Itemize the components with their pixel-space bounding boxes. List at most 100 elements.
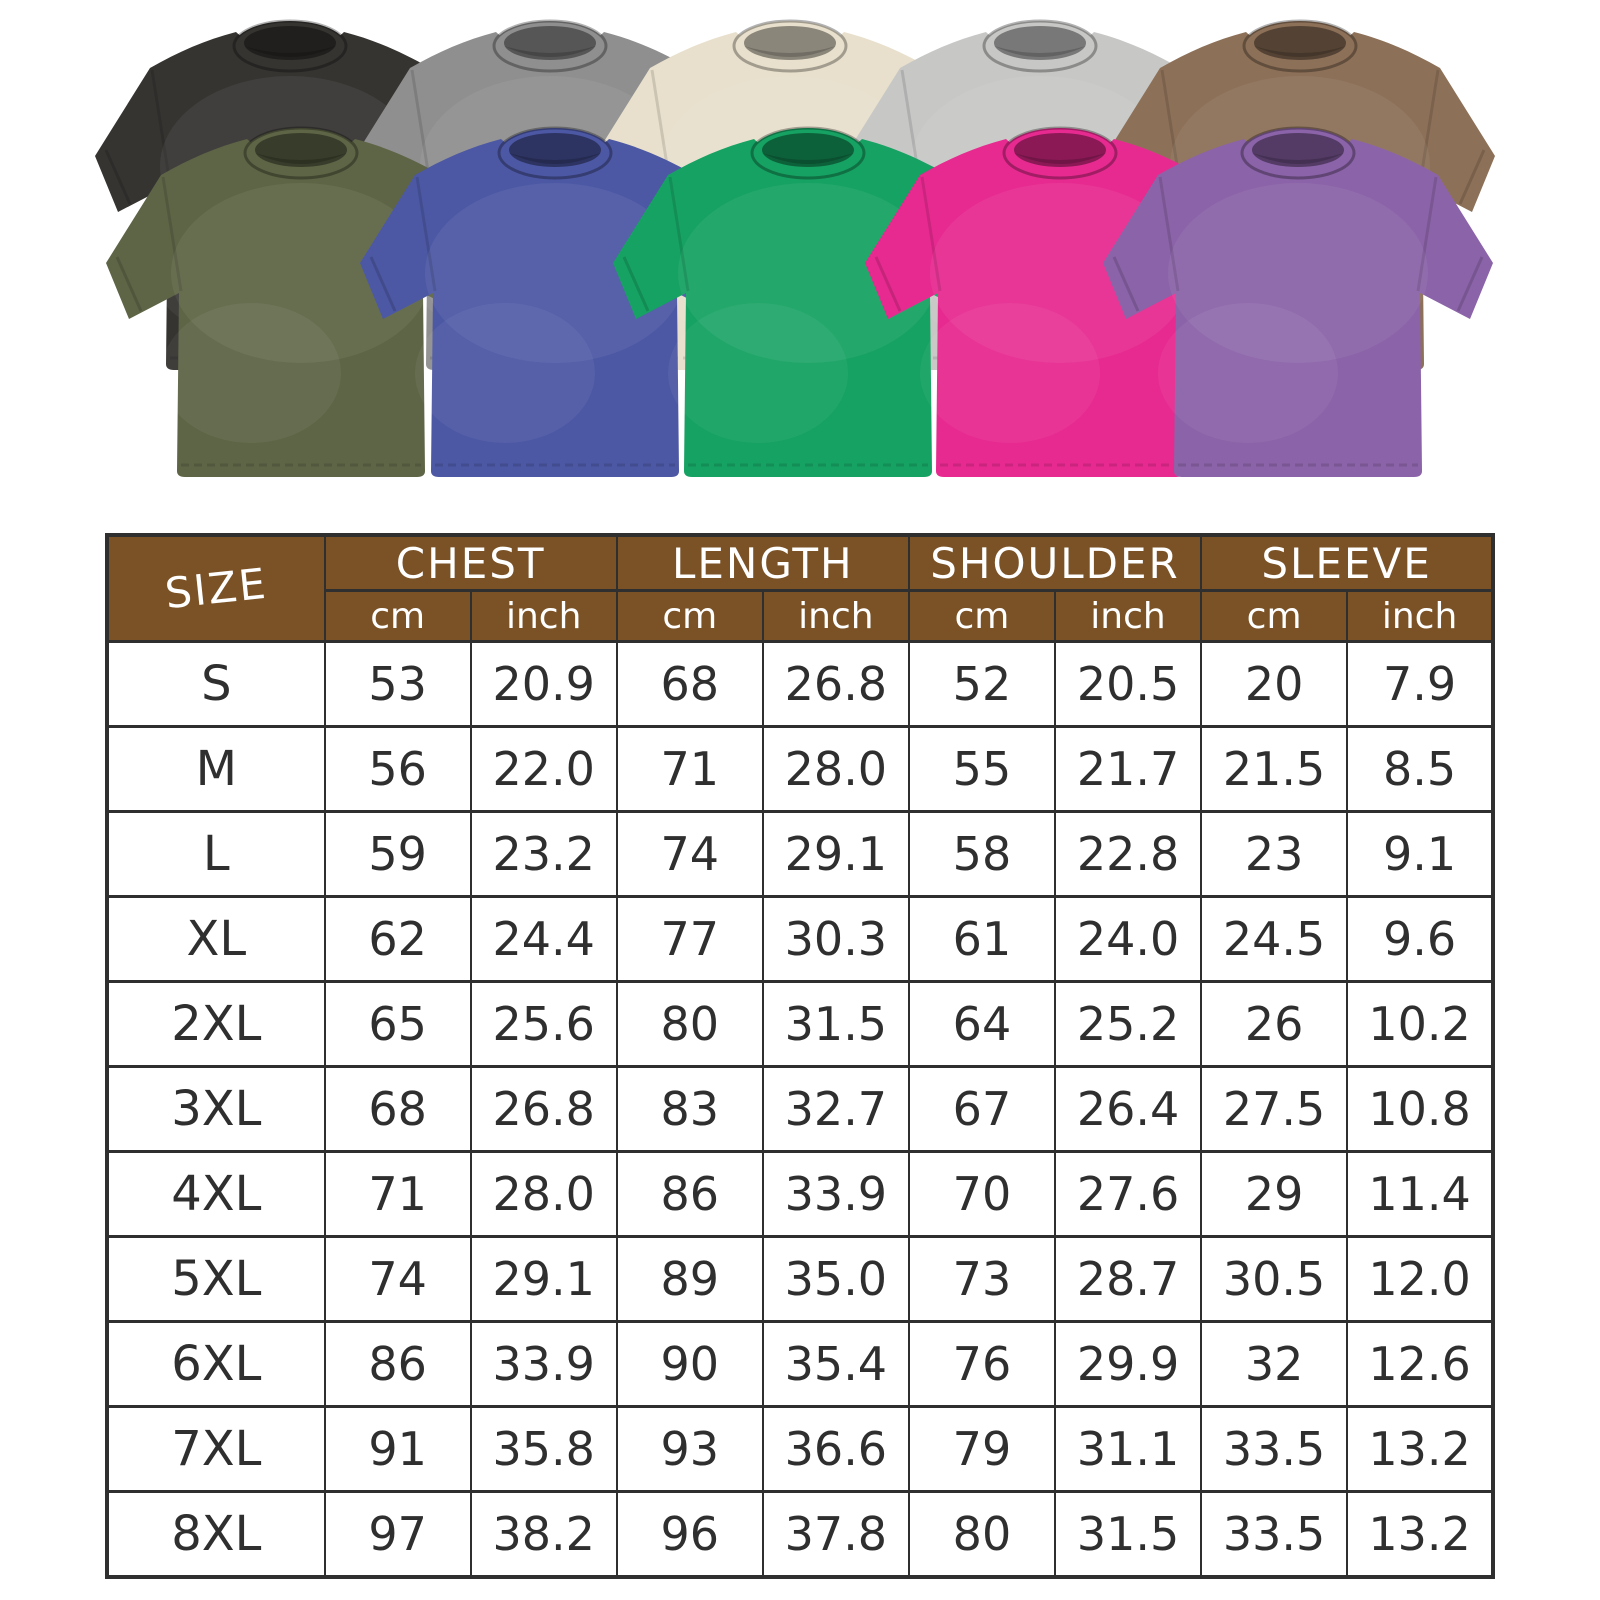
size-row-3XL: 3XL 68 26.8 83 32.7 67 26.4 27.5 10.8	[106, 1065, 1494, 1153]
length-cm-header: cm	[615, 589, 764, 643]
measurement-cell: 35.8	[469, 1405, 618, 1493]
measurement-cell: 33.9	[761, 1150, 910, 1238]
measurement-cell: 24.0	[1053, 895, 1203, 983]
measurement-cell: 25.2	[1053, 980, 1203, 1068]
measurement-cell: 9.1	[1346, 810, 1494, 898]
measurement-cell: 32.7	[761, 1065, 910, 1153]
measurement-cell: 28.0	[761, 725, 910, 813]
size-chart-body: S 53 20.9 68 26.8 52 20.5 20 7.9 M 56 22.0 71 28.0 55 2…	[106, 640, 1494, 1578]
measurement-cell: 52	[907, 640, 1056, 728]
shoulder-cm-header: cm	[907, 589, 1056, 643]
measurement-cell: 96	[615, 1490, 764, 1578]
measurement-cell: 37.8	[761, 1490, 910, 1578]
length-inch-header: inch	[761, 589, 910, 643]
measurement-cell: 22.8	[1053, 810, 1203, 898]
measurement-cell: 8.5	[1346, 725, 1494, 813]
measurement-cell: 24.5	[1200, 895, 1349, 983]
size-label: 4XL	[106, 1150, 326, 1238]
measurement-cell: 59	[323, 810, 472, 898]
size-label: 5XL	[106, 1235, 326, 1323]
measurement-cell: 67	[907, 1065, 1056, 1153]
size-column-header-label: SIZE	[162, 558, 270, 619]
measurement-cell: 29.9	[1053, 1320, 1203, 1408]
measurement-cell: 29.1	[469, 1235, 618, 1323]
measurement-cell: 33.5	[1200, 1405, 1349, 1493]
measurement-cell: 10.2	[1346, 980, 1494, 1068]
measurement-cell: 30.3	[761, 895, 910, 983]
measurement-cell: 97	[323, 1490, 472, 1578]
shoulder-group-header: SHOULDER	[907, 533, 1203, 592]
measurement-cell: 27.6	[1053, 1150, 1203, 1238]
sleeve-inch-header: inch	[1346, 589, 1494, 643]
size-label: 7XL	[106, 1405, 326, 1493]
measurement-cell: 35.4	[761, 1320, 910, 1408]
measurement-cell: 20	[1200, 640, 1349, 728]
sleeve-group-header: SLEEVE	[1200, 533, 1494, 592]
measurement-cell: 79	[907, 1405, 1056, 1493]
chest-inch-header: inch	[469, 589, 618, 643]
measurement-cell: 86	[615, 1150, 764, 1238]
size-row-4XL: 4XL 71 28.0 86 33.9 70 27.6 29 11.4	[106, 1150, 1494, 1238]
size-row-M: M 56 22.0 71 28.0 55 21.7 21.5 8.5	[106, 725, 1494, 813]
size-label: 8XL	[106, 1490, 326, 1578]
shoulder-inch-header: inch	[1053, 589, 1203, 643]
measurement-cell: 9.6	[1346, 895, 1494, 983]
measurement-cell: 25.6	[469, 980, 618, 1068]
measurement-cell: 71	[323, 1150, 472, 1238]
measurement-cell: 65	[323, 980, 472, 1068]
chest-cm-header: cm	[323, 589, 472, 643]
size-row-8XL: 8XL 97 38.2 96 37.8 80 31.5 33.5 13.2	[106, 1490, 1494, 1578]
size-row-5XL: 5XL 74 29.1 89 35.0 73 28.7 30.5 12.0	[106, 1235, 1494, 1323]
measurement-cell: 89	[615, 1235, 764, 1323]
measurement-cell: 31.1	[1053, 1405, 1203, 1493]
measurement-cell: 21.5	[1200, 725, 1349, 813]
size-row-S: S 53 20.9 68 26.8 52 20.5 20 7.9	[106, 640, 1494, 728]
measurement-cell: 12.0	[1346, 1235, 1494, 1323]
measurement-cell: 32	[1200, 1320, 1349, 1408]
size-label: L	[106, 810, 326, 898]
size-chart-table: SIZE CHEST LENGTH SHOULDER SLEEVE cm inc…	[105, 533, 1495, 1579]
measurement-cell: 21.7	[1053, 725, 1203, 813]
measurement-cell: 91	[323, 1405, 472, 1493]
measurement-cell: 13.2	[1346, 1405, 1494, 1493]
chest-group-header: CHEST	[323, 533, 618, 592]
measurement-cell: 20.5	[1053, 640, 1203, 728]
measurement-cell: 27.5	[1200, 1065, 1349, 1153]
measurement-cell: 71	[615, 725, 764, 813]
measurement-cell: 76	[907, 1320, 1056, 1408]
measurement-cell: 68	[323, 1065, 472, 1153]
measurement-cell: 13.2	[1346, 1490, 1494, 1578]
measurement-cell: 64	[907, 980, 1056, 1068]
size-label: 2XL	[106, 980, 326, 1068]
measurement-cell: 73	[907, 1235, 1056, 1323]
measurement-cell: 24.4	[469, 895, 618, 983]
measurement-cell: 26.4	[1053, 1065, 1203, 1153]
measurement-cell: 56	[323, 725, 472, 813]
size-label: S	[106, 640, 326, 728]
measurement-cell: 29	[1200, 1150, 1349, 1238]
sleeve-cm-header: cm	[1200, 589, 1349, 643]
measurement-cell: 30.5	[1200, 1235, 1349, 1323]
measurement-cell: 55	[907, 725, 1056, 813]
measurement-cell: 29.1	[761, 810, 910, 898]
measurement-cell: 12.6	[1346, 1320, 1494, 1408]
size-label: XL	[106, 895, 326, 983]
measurement-cell: 33.5	[1200, 1490, 1349, 1578]
size-label: 6XL	[106, 1320, 326, 1408]
tshirt-washed-purple	[1098, 123, 1498, 483]
size-column-header: SIZE	[106, 533, 326, 643]
size-label: M	[106, 725, 326, 813]
measurement-cell: 80	[615, 980, 764, 1068]
measurement-cell: 31.5	[1053, 1490, 1203, 1578]
measurement-cell: 11.4	[1346, 1150, 1494, 1238]
measurement-cell: 35.0	[761, 1235, 910, 1323]
measurement-cell: 28.0	[469, 1150, 618, 1238]
size-row-2XL: 2XL 65 25.6 80 31.5 64 25.2 26 10.2	[106, 980, 1494, 1068]
measurement-cell: 10.8	[1346, 1065, 1494, 1153]
measurement-cell: 36.6	[761, 1405, 910, 1493]
measurement-cell: 26.8	[469, 1065, 618, 1153]
size-row-XL: XL 62 24.4 77 30.3 61 24.0 24.5 9.6	[106, 895, 1494, 983]
size-row-L: L 59 23.2 74 29.1 58 22.8 23 9.1	[106, 810, 1494, 898]
measurement-cell: 38.2	[469, 1490, 618, 1578]
measurement-cell: 28.7	[1053, 1235, 1203, 1323]
